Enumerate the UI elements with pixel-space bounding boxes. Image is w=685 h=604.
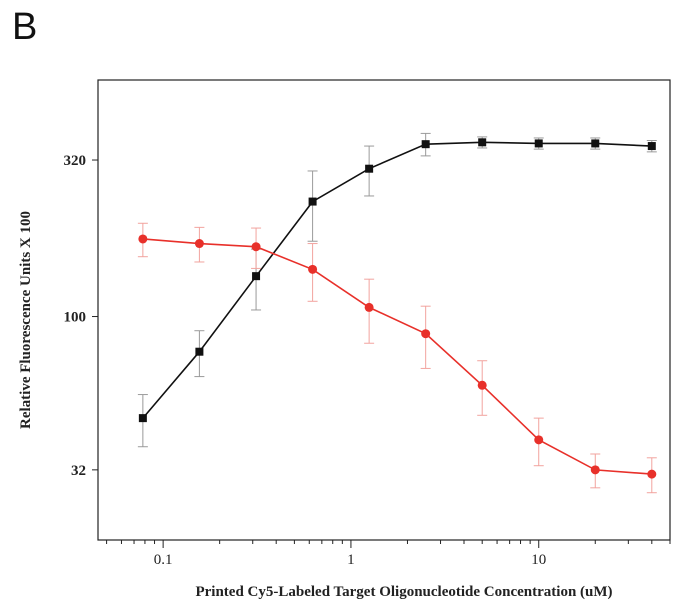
data-point bbox=[477, 380, 487, 390]
data-point bbox=[365, 164, 374, 173]
plot-frame bbox=[97, 79, 671, 541]
plot-border bbox=[97, 79, 671, 541]
x-tick-label: 1 bbox=[347, 552, 355, 568]
data-point bbox=[534, 435, 544, 445]
y-tick-label: 32 bbox=[71, 463, 86, 479]
data-point bbox=[647, 142, 656, 151]
y-axis-label: Relative Fluorescence Units X 100 bbox=[18, 211, 34, 429]
series-layer bbox=[137, 132, 657, 494]
data-point bbox=[591, 139, 600, 148]
series-1 bbox=[137, 132, 657, 448]
panel-label: B bbox=[12, 6, 38, 48]
data-point bbox=[308, 264, 318, 274]
data-point bbox=[421, 140, 430, 149]
x-axis-label: Printed Cy5-Labeled Target Oligonucleoti… bbox=[195, 584, 612, 600]
y-tick-label: 320 bbox=[64, 153, 87, 169]
data-point bbox=[138, 234, 148, 244]
x-tick-label: 10 bbox=[531, 552, 546, 568]
x-axis-ticks: 0.1 1 10 bbox=[106, 540, 671, 568]
data-point bbox=[647, 469, 657, 479]
series-line bbox=[142, 238, 652, 475]
series-2 bbox=[137, 222, 657, 494]
series-line bbox=[142, 141, 652, 419]
data-point bbox=[194, 239, 204, 249]
data-point bbox=[252, 272, 261, 281]
data-point bbox=[590, 465, 600, 475]
data-point bbox=[251, 242, 261, 252]
data-point bbox=[364, 302, 374, 312]
data-point bbox=[195, 347, 204, 356]
data-point bbox=[138, 414, 147, 423]
data-point bbox=[421, 329, 431, 339]
x-tick-label: 0.1 bbox=[154, 552, 173, 568]
y-axis-ticks: 32 100 320 bbox=[64, 153, 98, 479]
y-tick-label: 100 bbox=[64, 310, 87, 326]
data-point bbox=[478, 138, 487, 147]
data-point bbox=[534, 139, 543, 148]
data-point bbox=[308, 197, 317, 206]
